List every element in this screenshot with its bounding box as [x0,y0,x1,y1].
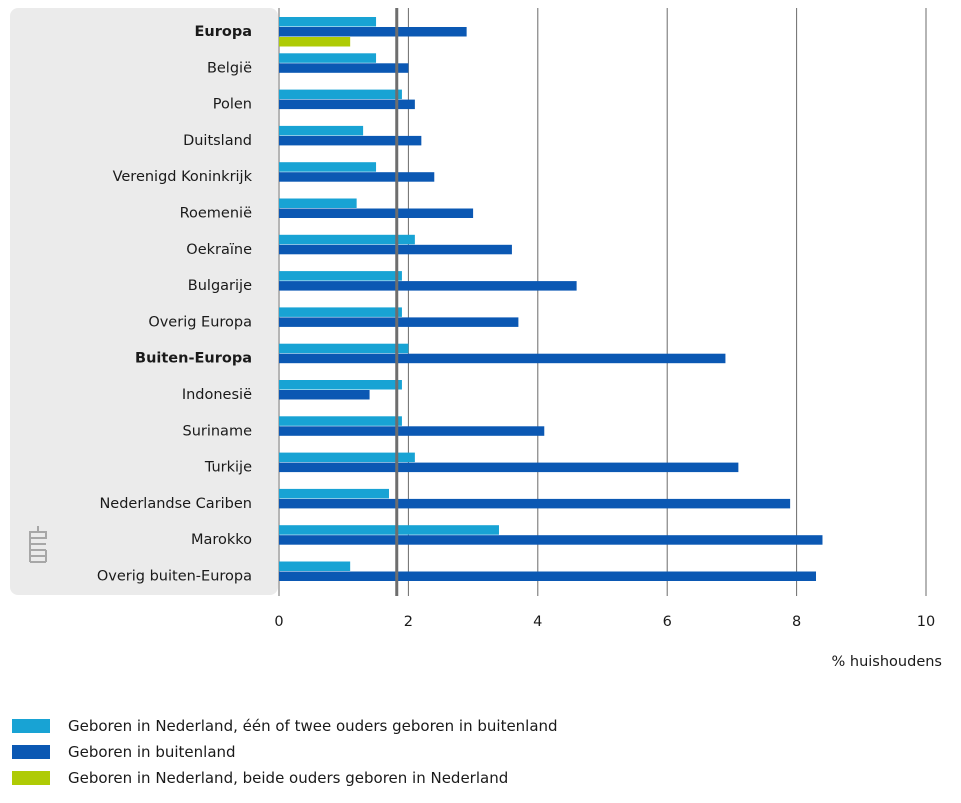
category-label: Duitsland [183,133,252,149]
x-tick-label: 10 [917,614,935,630]
bar-series-1 [279,198,357,208]
legend-swatch-series-2 [12,745,50,759]
bar-series-2 [279,135,422,146]
category-label: Marokko [191,532,252,548]
bar-series-2 [279,99,415,110]
category-label: Verenigd Koninkrijk [113,169,253,185]
bar-series-2 [279,353,726,364]
bar-series-1 [279,452,415,463]
legend-label-series-3: Geboren in Nederland, beide ouders gebor… [68,769,509,787]
legend-item-series-1: Geboren in Nederland, één of twee ouders… [12,716,558,736]
bar-series-1 [279,89,402,100]
bar-series-1 [279,343,409,354]
bar-series-2 [279,27,467,37]
bar-series-2 [279,63,409,73]
bar-series-1 [279,416,402,426]
bar-series-2 [279,462,739,473]
bar-series-2 [279,208,474,218]
category-label: Oekraïne [186,242,252,258]
category-label: Indonesië [182,387,252,403]
bar-series-1 [279,162,377,172]
legend-label-series-1: Geboren in Nederland, één of twee ouders… [68,717,558,735]
category-panel [10,8,278,595]
category-label: Roemenië [180,206,252,222]
category-label: België [207,60,252,76]
bar-series-1 [279,53,377,63]
bar-series-2 [279,172,435,182]
category-label: Overig Europa [148,314,252,330]
category-label: Nederlandse Cariben [99,496,252,512]
legend-swatch-series-1 [12,719,50,733]
bar-series-3 [279,37,351,47]
category-label: Overig buiten-Europa [97,569,252,585]
category-label: Europa [194,24,252,40]
legend-item-series-3: Geboren in Nederland, beide ouders gebor… [12,768,558,788]
category-label: Bulgarije [188,278,252,294]
legend-label-series-2: Geboren in buitenland [68,743,236,761]
x-tick-label: 4 [533,614,542,630]
legend: Geboren in Nederland, één of twee ouders… [12,716,558,794]
bar-series-1 [279,125,364,136]
category-label: Turkije [204,460,252,476]
category-label: Polen [213,97,252,113]
bar-series-1 [279,380,402,390]
category-labels: Europa België Polen Duitsland Verenigd Konin… [97,24,253,585]
bar-series-1 [279,525,499,535]
bar-series-2 [279,317,519,327]
x-tick-labels: 0 2 4 6 8 10 [274,614,935,630]
bar-series-1 [279,271,402,281]
category-label: Suriname [182,423,252,439]
bar-series-1 [279,234,415,245]
bar-series-2 [279,571,817,581]
bar-series-2 [279,498,791,509]
bar-series-2 [279,281,577,291]
cbs-logo-icon [29,526,47,563]
x-tick-label: 2 [404,614,413,630]
category-label: Buiten-Europa [135,351,252,367]
bar-series-1 [279,561,351,571]
legend-swatch-series-3 [12,771,50,785]
legend-item-series-2: Geboren in buitenland [12,742,558,762]
bar-series-1 [279,307,402,317]
bar-series-2 [279,426,545,436]
bar-series-1 [279,17,377,27]
bars [279,17,823,581]
bar-series-2 [279,535,823,545]
x-tick-label: 0 [274,614,283,630]
x-tick-label: 8 [792,614,801,630]
bar-chart: Europa België Polen Duitsland Verenigd Konin… [10,8,942,670]
x-axis-title: % huishoudens [832,654,942,670]
x-tick-label: 6 [663,614,672,630]
bar-series-2 [279,390,370,400]
bar-series-1 [279,488,389,499]
